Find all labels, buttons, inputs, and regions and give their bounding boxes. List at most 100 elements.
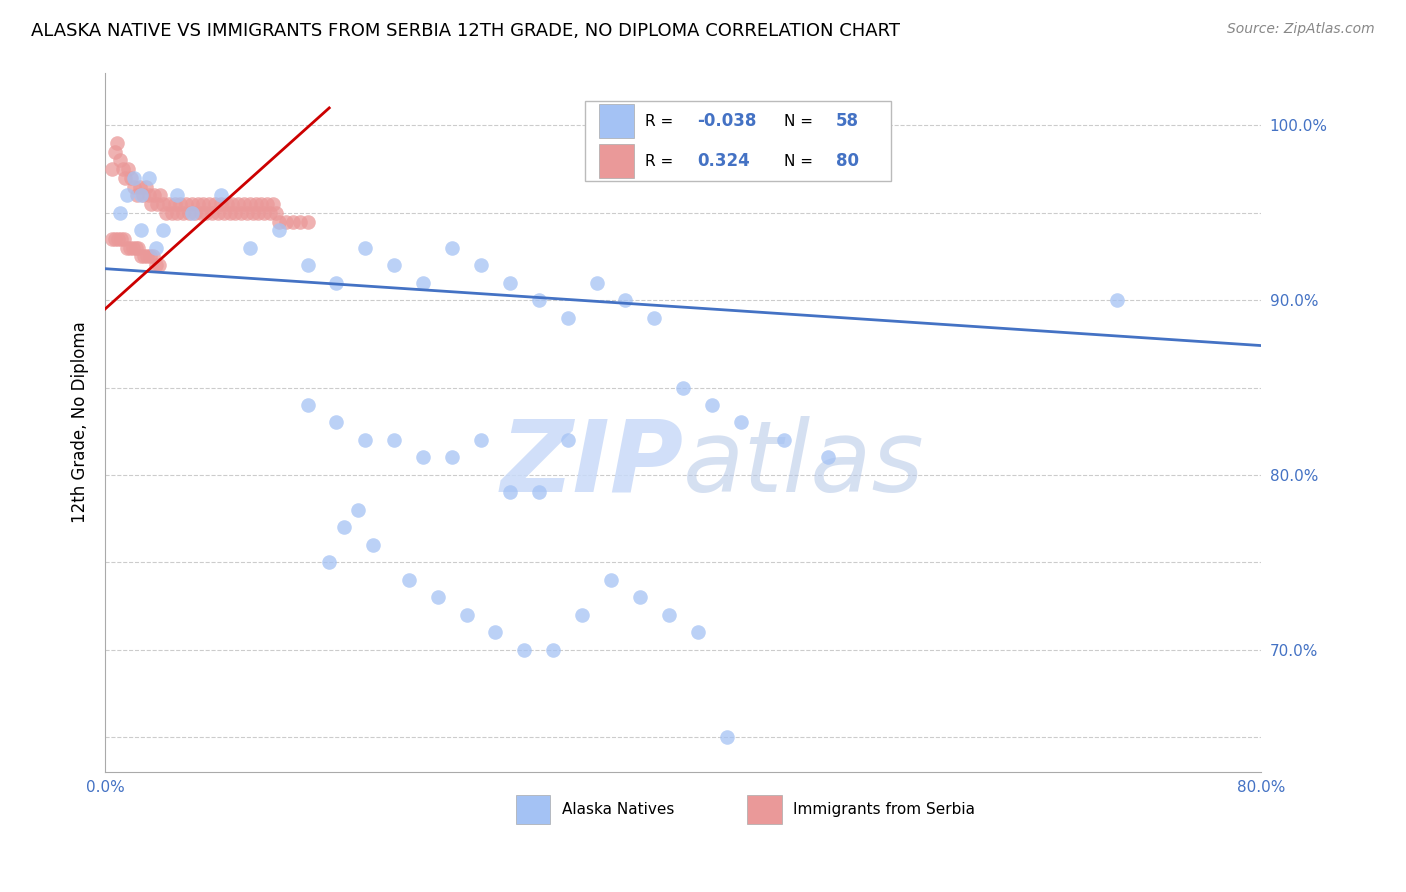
Point	[149, 188, 172, 202]
Point	[104, 145, 127, 159]
Point	[131, 188, 153, 202]
Point	[267, 214, 290, 228]
Point	[204, 197, 226, 211]
Y-axis label: 12th Grade, No Diploma: 12th Grade, No Diploma	[72, 322, 89, 524]
Point	[129, 179, 152, 194]
Point	[239, 197, 262, 211]
Point	[256, 197, 278, 211]
Point	[297, 258, 319, 272]
Point	[267, 223, 290, 237]
Text: ZIP: ZIP	[501, 416, 683, 513]
Point	[412, 450, 434, 465]
Point	[121, 241, 143, 255]
Point	[122, 170, 145, 185]
Point	[138, 188, 160, 202]
Text: atlas: atlas	[683, 416, 925, 513]
Point	[166, 188, 188, 202]
Point	[193, 197, 215, 211]
Point	[233, 197, 256, 211]
Point	[124, 241, 146, 255]
Point	[101, 162, 124, 177]
Point	[181, 206, 204, 220]
Point	[264, 206, 287, 220]
Point	[325, 276, 347, 290]
Point	[224, 206, 246, 220]
Bar	[599, 145, 634, 178]
Point	[242, 206, 264, 220]
Point	[571, 607, 593, 622]
Point	[614, 293, 637, 307]
Point	[152, 197, 174, 211]
Point	[347, 503, 370, 517]
Point	[122, 179, 145, 194]
Point	[262, 197, 284, 211]
Point	[157, 197, 180, 211]
Point	[412, 276, 434, 290]
Point	[108, 206, 131, 220]
Point	[817, 450, 839, 465]
Point	[730, 416, 752, 430]
Point	[499, 276, 522, 290]
Point	[107, 232, 129, 246]
Text: Immigrants from Serbia: Immigrants from Serbia	[793, 802, 976, 817]
Point	[716, 730, 738, 744]
Point	[181, 197, 204, 211]
Point	[557, 433, 579, 447]
Point	[247, 206, 270, 220]
Point	[297, 398, 319, 412]
Point	[484, 625, 506, 640]
Point	[134, 250, 156, 264]
Point	[297, 214, 319, 228]
Bar	[585, 101, 891, 181]
Point	[281, 214, 304, 228]
Bar	[516, 795, 550, 824]
Point	[773, 433, 796, 447]
Point	[114, 170, 136, 185]
Point	[361, 538, 384, 552]
Point	[132, 188, 155, 202]
Bar	[747, 795, 782, 824]
Point	[398, 573, 420, 587]
Text: R =: R =	[645, 153, 678, 169]
Point	[236, 206, 259, 220]
Point	[143, 188, 166, 202]
Point	[541, 642, 564, 657]
Point	[226, 197, 249, 211]
Point	[163, 197, 186, 211]
Text: N =: N =	[785, 113, 818, 128]
Point	[138, 170, 160, 185]
Text: Alaska Natives: Alaska Natives	[562, 802, 675, 817]
Point	[139, 250, 162, 264]
Point	[585, 276, 607, 290]
Point	[354, 241, 377, 255]
Point	[470, 258, 492, 272]
Point	[166, 206, 188, 220]
Point	[643, 310, 665, 325]
Point	[145, 258, 167, 272]
Point	[160, 206, 183, 220]
Point	[155, 206, 177, 220]
Point	[212, 206, 235, 220]
Point	[104, 232, 127, 246]
Point	[382, 433, 405, 447]
Text: 0.324: 0.324	[697, 153, 749, 170]
Point	[557, 310, 579, 325]
Point	[145, 241, 167, 255]
Point	[115, 241, 138, 255]
Point	[135, 179, 157, 194]
Point	[513, 642, 536, 657]
Point	[672, 380, 695, 394]
Point	[628, 591, 651, 605]
Point	[148, 258, 170, 272]
Point	[177, 206, 200, 220]
Point	[187, 197, 209, 211]
Text: ALASKA NATIVE VS IMMIGRANTS FROM SERBIA 12TH GRADE, NO DIPLOMA CORRELATION CHART: ALASKA NATIVE VS IMMIGRANTS FROM SERBIA …	[31, 22, 900, 40]
Point	[136, 250, 159, 264]
Text: 58: 58	[837, 112, 859, 130]
Point	[441, 450, 464, 465]
Point	[209, 197, 232, 211]
Point	[686, 625, 709, 640]
Point	[110, 232, 132, 246]
Point	[108, 153, 131, 168]
Point	[101, 232, 124, 246]
